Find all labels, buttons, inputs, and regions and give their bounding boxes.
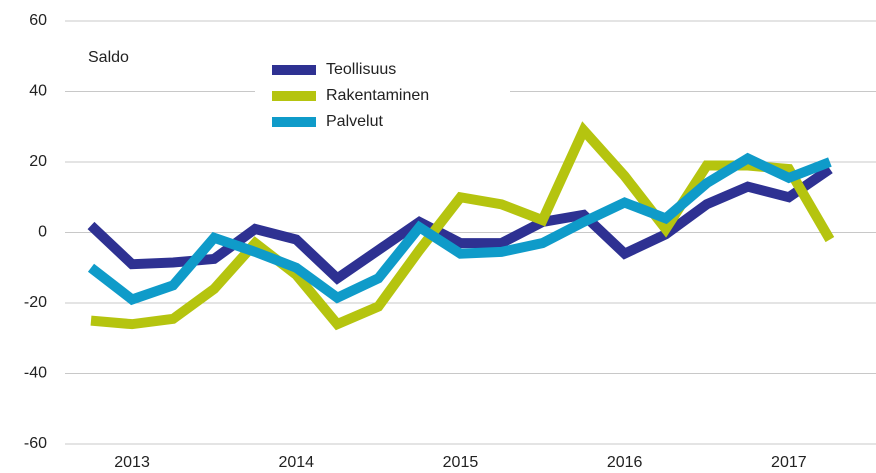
x-tick-label: 2016 (607, 454, 643, 471)
y-tick-label: 60 (29, 12, 47, 29)
y-tick-label: 20 (29, 153, 47, 170)
x-tick-label: 2017 (771, 454, 807, 471)
legend-label: Palvelut (326, 113, 383, 130)
legend-label: Teollisuus (326, 61, 396, 78)
y-tick-label: -40 (24, 365, 47, 382)
x-tick-label: 2014 (278, 454, 314, 471)
y-tick-label: -60 (24, 435, 47, 452)
annotation: Saldo (88, 49, 129, 66)
x-tick-label: 2013 (114, 454, 150, 471)
y-tick-label: 40 (29, 83, 47, 100)
x-tick-label: 2015 (443, 454, 479, 471)
line-series (87, 152, 832, 306)
legend-label: Rakentaminen (326, 87, 429, 104)
y-tick-label: -20 (24, 294, 47, 311)
y-tick-label: 0 (38, 224, 47, 241)
line-series (87, 164, 833, 285)
line-series (90, 121, 835, 331)
